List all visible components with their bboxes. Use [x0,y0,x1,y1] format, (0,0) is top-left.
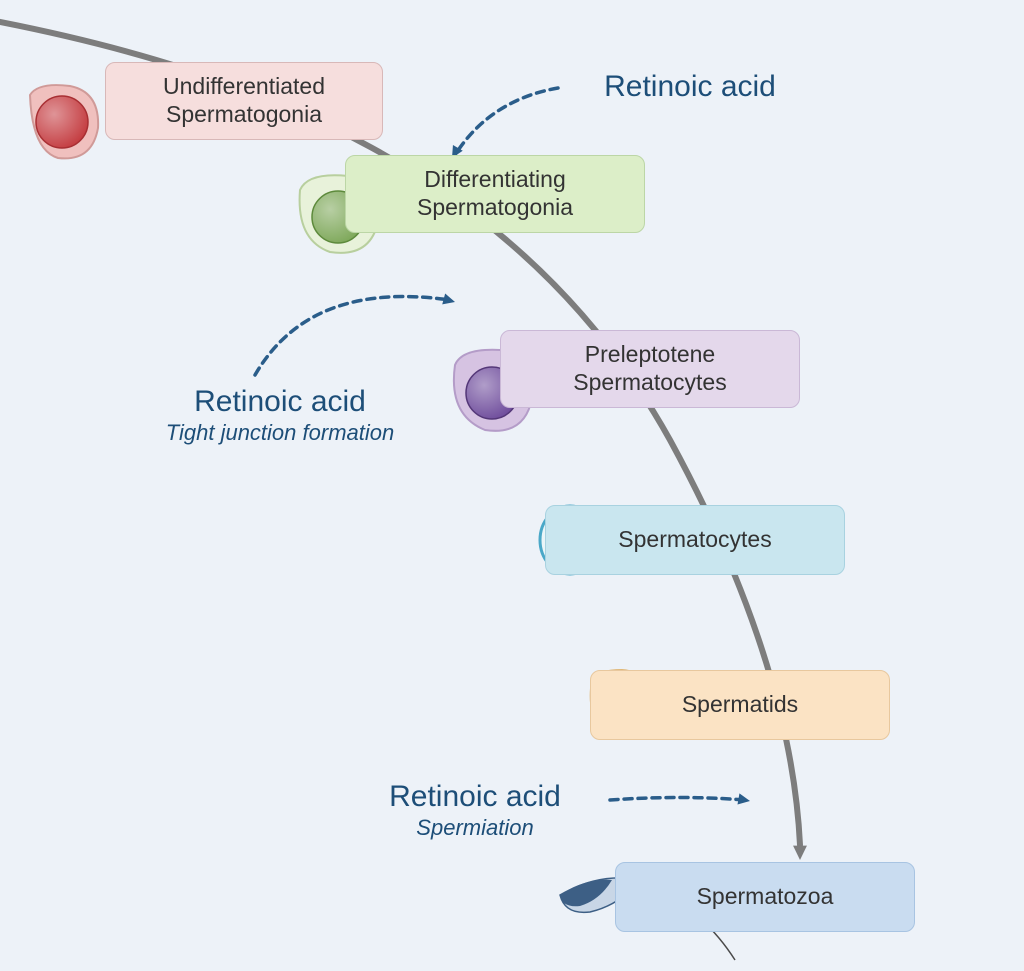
annotation-title: Retinoic acid [560,70,820,105]
annotation-ra-1: Retinoic acid [560,70,820,105]
stage-label: Spermatids [682,691,798,719]
stage-undifferentiated: UndifferentiatedSpermatogonia [105,62,383,140]
stage-label: UndifferentiatedSpermatogonia [163,73,325,128]
stage-spermatozoa: Spermatozoa [615,862,915,932]
stage-label: Spermatozoa [697,883,834,911]
annotation-title: Retinoic acid [130,385,430,420]
annotation-ra-2: Retinoic acid Tight junction formation [130,385,430,445]
stage-label: PreleptoteneSpermatocytes [573,341,726,396]
stage-spermatocytes: Spermatocytes [545,505,845,575]
stage-preleptotene: PreleptoteneSpermatocytes [500,330,800,408]
annotation-subtitle: Spermiation [325,815,625,840]
stage-label: Spermatocytes [618,526,771,554]
annotation-title: Retinoic acid [325,780,625,815]
annotation-subtitle: Tight junction formation [130,420,430,445]
stage-label: DifferentiatingSpermatogonia [417,166,573,221]
stage-spermatids: Spermatids [590,670,890,740]
annotation-ra-3: Retinoic acid Spermiation [325,780,625,840]
stage-differentiating: DifferentiatingSpermatogonia [345,155,645,233]
